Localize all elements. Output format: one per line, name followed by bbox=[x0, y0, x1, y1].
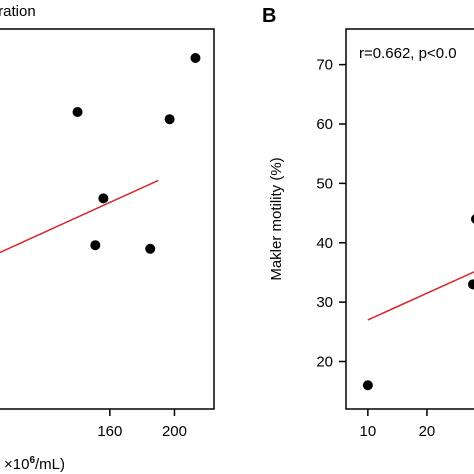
panel-b-data-point bbox=[468, 279, 474, 290]
panel-b-x-ticks: 10 20 bbox=[360, 409, 436, 440]
panel-a-fit-line bbox=[0, 179, 159, 254]
panel-b-points bbox=[362, 214, 474, 391]
panel-a-x-axis-title: ×106/mL) bbox=[4, 455, 65, 473]
panel-a-plot-frame bbox=[0, 28, 215, 410]
panel-a: tration 160 200 ×106/mL) bbox=[0, 3, 215, 473]
panel-b-label: B bbox=[262, 5, 276, 27]
panel-a-x-tick-label: 200 bbox=[162, 423, 187, 440]
panel-a-points bbox=[72, 53, 201, 254]
panel-b-data-point bbox=[470, 214, 474, 224]
panel-a-x-axis-title-suffix: /mL) bbox=[35, 456, 65, 473]
panel-b-fit-line bbox=[367, 271, 474, 321]
panel-a-x-axis-title-main: ×10 bbox=[4, 456, 29, 473]
panel-b-plot-frame bbox=[345, 28, 474, 410]
panel-a-data-point bbox=[164, 114, 175, 125]
panel-b-y-tick-label: 70 bbox=[316, 57, 333, 74]
panel-b-y-axis-title: Makler motility (%) bbox=[268, 157, 285, 280]
panel-a-data-point bbox=[72, 107, 83, 117]
panel-a-title: tration bbox=[0, 3, 36, 20]
panel-b-y-tick-label: 20 bbox=[316, 354, 333, 371]
panel-a-x-axis-title-sup: 6 bbox=[29, 455, 35, 466]
panel-b-y-ticks: 20 30 40 50 60 70 bbox=[316, 57, 346, 371]
panel-a-data-point bbox=[145, 243, 156, 254]
panel-b-y-tick-label: 30 bbox=[316, 294, 333, 311]
panel-b-data-point bbox=[362, 380, 373, 391]
panel-a-data-point bbox=[190, 53, 201, 63]
panel-b-y-tick-label: 60 bbox=[316, 116, 333, 133]
panel-a-data-point bbox=[90, 240, 101, 251]
panel-b-y-tick-label: 40 bbox=[316, 235, 333, 252]
panel-a-x-tick-label: 160 bbox=[97, 423, 122, 440]
panel-a-data-point bbox=[98, 193, 109, 204]
panel-b: B r=0.662, p<0.0 20 30 40 50 60 70 10 20 Makle… bbox=[262, 5, 474, 440]
panel-b-annotation: r=0.662, p<0.0 bbox=[359, 45, 457, 62]
panel-b-x-tick-label: 10 bbox=[360, 423, 377, 440]
panel-b-y-tick-label: 50 bbox=[316, 175, 333, 192]
panel-b-x-tick-label: 20 bbox=[419, 423, 436, 440]
panel-a-x-ticks: 160 200 bbox=[97, 409, 187, 440]
